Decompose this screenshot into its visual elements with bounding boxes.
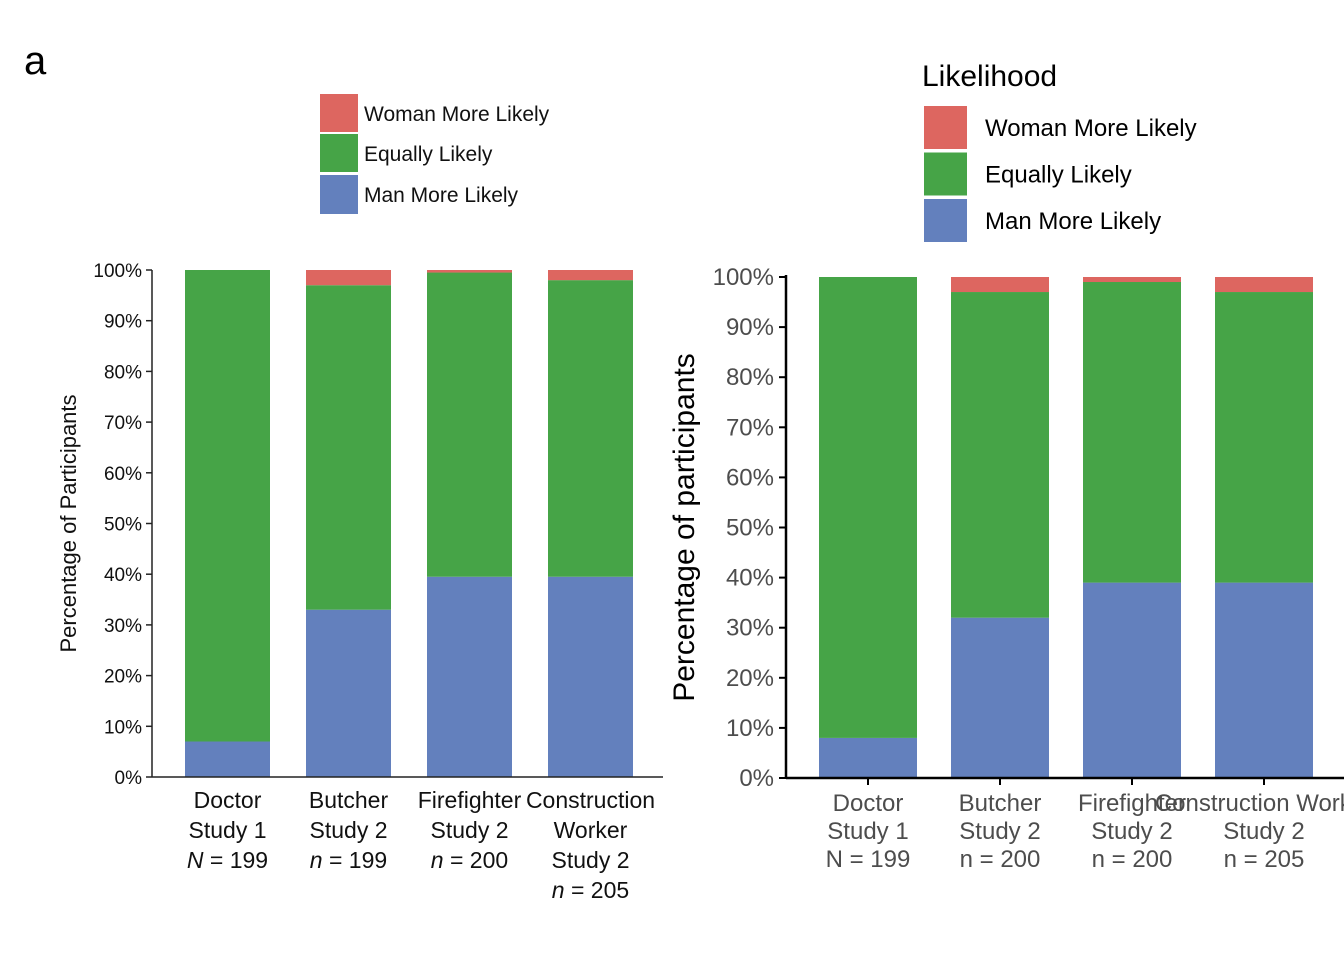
bar-segment xyxy=(427,576,512,777)
y-tick-label: 60% xyxy=(726,464,774,491)
y-tick-label: 60% xyxy=(104,464,142,485)
y-tick-label: 30% xyxy=(104,616,142,637)
bar-segment xyxy=(185,741,270,777)
y-tick-label: 90% xyxy=(726,314,774,341)
y-tick-label: 50% xyxy=(726,515,774,542)
sample-size-symbol: n xyxy=(431,847,444,873)
bar-segment xyxy=(548,576,633,777)
x-category-label: N = 199 xyxy=(826,846,911,873)
bar-segment xyxy=(306,270,391,286)
legend-swatch xyxy=(924,152,967,196)
bar-segment xyxy=(427,270,512,273)
legend-label: Equally Likely xyxy=(364,143,493,166)
bar-segment xyxy=(1083,277,1181,283)
x-category-label: Firefighter xyxy=(1078,790,1186,817)
x-category-label: Study 2 xyxy=(959,818,1040,845)
bar-segment xyxy=(548,280,633,577)
legend-label: Man More Likely xyxy=(364,184,519,207)
legend-swatch xyxy=(320,175,358,214)
x-category-label: n = 199 xyxy=(310,847,387,873)
legend-swatch xyxy=(320,134,358,172)
y-tick-label: 40% xyxy=(726,565,774,592)
y-tick-label: 80% xyxy=(726,364,774,391)
y-tick-label: 70% xyxy=(726,414,774,441)
legend-title: Likelihood xyxy=(922,60,1057,93)
x-category-label: n = 205 xyxy=(1224,846,1305,873)
bar-segment xyxy=(951,277,1049,293)
sample-size-symbol: N xyxy=(187,847,204,873)
legend-label: Woman More Likely xyxy=(364,103,550,126)
legend-label: Equally Likely xyxy=(985,162,1132,189)
x-category-label: Butcher xyxy=(959,790,1042,817)
bar-segment xyxy=(1215,582,1313,778)
legend-swatch xyxy=(320,94,358,132)
x-category-label: Study 2 xyxy=(310,817,388,843)
x-category-label: Doctor xyxy=(194,787,262,813)
panel-label: a xyxy=(24,39,47,83)
sample-size-value: = 199 xyxy=(323,847,388,873)
x-category-label: n = 200 xyxy=(960,846,1041,873)
sample-size-symbol: n xyxy=(552,877,565,903)
x-category-label: Doctor xyxy=(833,790,904,817)
x-category-label: Study 2 xyxy=(431,817,509,843)
right-chart: 0% 10% 20% 30% 40% 50% 60% 70% 80% 90% 100% Percent… xyxy=(668,60,1344,873)
y-tick-label: 30% xyxy=(726,615,774,642)
x-category-label: n = 200 xyxy=(431,847,508,873)
bar-segment xyxy=(306,609,391,777)
bar-segment xyxy=(548,270,633,281)
legend-label: Man More Likely xyxy=(985,208,1161,235)
x-category-label: Worker xyxy=(554,817,628,843)
bar-segment xyxy=(819,277,917,738)
legend-swatch xyxy=(924,106,967,149)
y-tick-label: 20% xyxy=(104,667,142,688)
x-category-label: N = 199 xyxy=(187,847,268,873)
y-tick-label: 40% xyxy=(104,565,142,586)
x-category-label: Study 2 xyxy=(1091,818,1172,845)
bar-segment xyxy=(306,285,391,610)
x-category-label: Construction xyxy=(526,787,655,813)
x-category-label: Construction Worker xyxy=(1155,790,1344,817)
x-category-label: Study 2 xyxy=(552,847,630,873)
bar-segment xyxy=(427,272,512,577)
bar-segment xyxy=(1215,277,1313,293)
x-category-label: Butcher xyxy=(309,787,389,813)
legend-label: Woman More Likely xyxy=(985,115,1197,142)
sample-size-symbol: n xyxy=(310,847,323,873)
x-category-label: Study 2 xyxy=(1223,818,1304,845)
bar-segment xyxy=(1215,292,1313,583)
left-chart: 0% 10% 20% 30% 40% 50% 60% 70% 80% 90% 100% Percent… xyxy=(56,94,663,903)
y-tick-label: 100% xyxy=(713,264,774,291)
legend-swatch xyxy=(924,199,967,242)
bar-segment xyxy=(819,737,917,778)
x-category-label: Firefighter xyxy=(418,787,522,813)
y-tick-label: 100% xyxy=(93,261,142,282)
bar-segment xyxy=(1083,582,1181,778)
x-category-label: n = 205 xyxy=(552,877,629,903)
x-category-label: Study 1 xyxy=(189,817,267,843)
y-tick-label: 10% xyxy=(104,717,142,738)
y-tick-label: 50% xyxy=(104,515,142,536)
x-category-label: Study 1 xyxy=(827,818,908,845)
y-axis-label: Percentage of participants xyxy=(668,353,701,702)
y-tick-label: 10% xyxy=(726,715,774,742)
y-tick-label: 20% xyxy=(726,665,774,692)
bar-segment xyxy=(951,617,1049,778)
x-category-label: n = 200 xyxy=(1092,846,1173,873)
sample-size-value: = 200 xyxy=(444,847,509,873)
sample-size-value: = 199 xyxy=(204,847,269,873)
sample-size-value: = 205 xyxy=(565,877,630,903)
bar-segment xyxy=(1083,282,1181,583)
y-tick-label: 90% xyxy=(104,312,142,333)
y-tick-label: 80% xyxy=(104,362,142,383)
y-tick-label: 0% xyxy=(115,768,143,789)
y-tick-label: 0% xyxy=(739,765,774,792)
y-axis-label: Percentage of Participants xyxy=(56,394,81,652)
bar-segment xyxy=(185,270,270,742)
y-tick-label: 70% xyxy=(104,413,142,434)
bar-segment xyxy=(951,292,1049,618)
